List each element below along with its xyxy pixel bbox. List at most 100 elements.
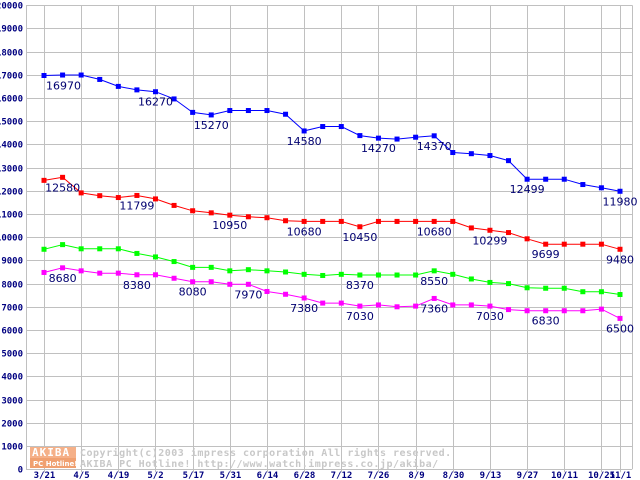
data-point-green bbox=[580, 289, 586, 295]
data-label-blue: 12499 bbox=[510, 183, 545, 196]
data-point-green bbox=[357, 272, 363, 278]
y-tick-label: 17000 bbox=[0, 72, 23, 82]
data-point-magenta bbox=[394, 304, 400, 310]
data-point-green bbox=[561, 285, 567, 291]
data-point-red bbox=[171, 202, 177, 208]
data-point-blue bbox=[468, 151, 474, 157]
data-label-blue: 15270 bbox=[194, 119, 229, 132]
y-tick-label: 8000 bbox=[1, 281, 23, 291]
data-label-magenta: 7380 bbox=[290, 302, 318, 315]
data-point-blue bbox=[338, 124, 344, 130]
data-point-red bbox=[320, 218, 326, 224]
data-point-blue bbox=[413, 134, 419, 140]
data-point-red bbox=[580, 241, 586, 247]
data-point-magenta bbox=[487, 303, 493, 309]
data-point-magenta bbox=[152, 272, 158, 278]
x-tick-label: 9/27 bbox=[517, 471, 539, 480]
logo-akiba: AKIBA bbox=[32, 446, 70, 459]
data-point-red bbox=[78, 190, 84, 196]
y-tick-label: 12000 bbox=[0, 188, 23, 198]
data-point-green bbox=[543, 285, 549, 291]
data-label-blue: 14580 bbox=[287, 135, 322, 148]
data-point-green bbox=[468, 276, 474, 282]
x-tick-label: 8/9 bbox=[408, 471, 424, 480]
data-label-magenta: 7360 bbox=[420, 302, 448, 315]
y-tick-label: 20000 bbox=[0, 2, 23, 12]
data-point-blue bbox=[320, 124, 326, 130]
y-tick-label: 11000 bbox=[0, 211, 23, 221]
data-point-magenta bbox=[320, 300, 326, 306]
data-point-magenta bbox=[357, 303, 363, 309]
series-group: 16970 16270 15270 14580 14270 14370 12499 11980… bbox=[41, 72, 638, 335]
data-point-red bbox=[227, 212, 233, 218]
y-tick-label: 2000 bbox=[1, 420, 23, 430]
data-point-magenta bbox=[264, 288, 270, 294]
data-point-green bbox=[190, 264, 196, 270]
logo-pc-hotline: PC Hotline! bbox=[33, 460, 77, 468]
data-label-magenta: 8680 bbox=[49, 272, 77, 285]
data-point-red bbox=[152, 196, 158, 202]
data-point-green bbox=[431, 268, 437, 274]
data-point-green bbox=[283, 269, 289, 275]
y-tick-label: 4000 bbox=[1, 373, 23, 383]
y-tick-label: 9000 bbox=[1, 257, 23, 267]
data-point-blue bbox=[208, 112, 214, 118]
data-point-blue bbox=[60, 72, 66, 78]
data-point-red bbox=[41, 177, 47, 183]
data-label-red: 10680 bbox=[287, 225, 322, 238]
data-point-blue bbox=[506, 158, 512, 164]
data-point-magenta bbox=[617, 315, 623, 321]
data-point-green bbox=[152, 254, 158, 260]
data-label-magenta: 7030 bbox=[346, 310, 374, 323]
data-point-blue bbox=[617, 188, 623, 194]
data-point-blue bbox=[450, 150, 456, 156]
data-point-blue bbox=[487, 153, 493, 159]
data-point-blue bbox=[245, 108, 251, 114]
data-point-blue bbox=[152, 89, 158, 95]
data-point-red bbox=[543, 241, 549, 247]
x-tick-label: 10/11 bbox=[551, 471, 578, 480]
data-point-blue bbox=[524, 176, 530, 182]
data-point-green bbox=[78, 246, 84, 252]
data-point-green bbox=[208, 264, 214, 270]
data-label-blue: 14370 bbox=[417, 140, 452, 153]
x-tick-label: 8/30 bbox=[443, 471, 465, 480]
data-label-magenta: 6830 bbox=[532, 315, 560, 328]
y-tick-label: 1000 bbox=[1, 443, 23, 453]
data-point-red bbox=[561, 241, 567, 247]
data-point-red bbox=[134, 192, 140, 198]
data-point-red bbox=[524, 236, 530, 242]
data-point-magenta bbox=[283, 291, 289, 297]
data-point-red bbox=[394, 218, 400, 224]
data-point-green bbox=[487, 279, 493, 285]
data-point-green bbox=[506, 281, 512, 287]
data-point-red bbox=[301, 218, 307, 224]
data-point-magenta bbox=[524, 308, 530, 314]
data-point-green bbox=[617, 292, 623, 298]
data-point-red bbox=[617, 246, 623, 252]
data-point-magenta bbox=[245, 281, 251, 287]
y-tick-label: 5000 bbox=[1, 350, 23, 360]
x-tick-label: 4/5 bbox=[73, 471, 89, 480]
data-point-blue bbox=[394, 136, 400, 142]
data-point-blue bbox=[97, 76, 103, 82]
data-point-blue bbox=[41, 72, 47, 78]
data-label-red: 10950 bbox=[212, 219, 247, 232]
data-point-red bbox=[283, 218, 289, 224]
x-tick-label: 6/14 bbox=[257, 471, 279, 480]
data-point-red bbox=[468, 225, 474, 231]
series-line-magenta bbox=[43, 267, 621, 319]
x-tick-label: 4/19 bbox=[108, 471, 130, 480]
data-point-red bbox=[245, 214, 251, 220]
data-point-green bbox=[115, 246, 121, 252]
logo-bottom-bg bbox=[30, 458, 76, 468]
x-tick-label: 7/26 bbox=[368, 471, 390, 480]
data-point-blue bbox=[190, 109, 196, 115]
series-line-blue bbox=[43, 74, 621, 192]
data-label-green: 8370 bbox=[346, 279, 374, 292]
x-tick-label: 6/28 bbox=[294, 471, 316, 480]
data-point-magenta bbox=[97, 270, 103, 276]
y-tick-label: 0 bbox=[18, 466, 23, 476]
site-url-text: AKIBA PC Hotline! http://www.watch.impre… bbox=[80, 458, 439, 470]
